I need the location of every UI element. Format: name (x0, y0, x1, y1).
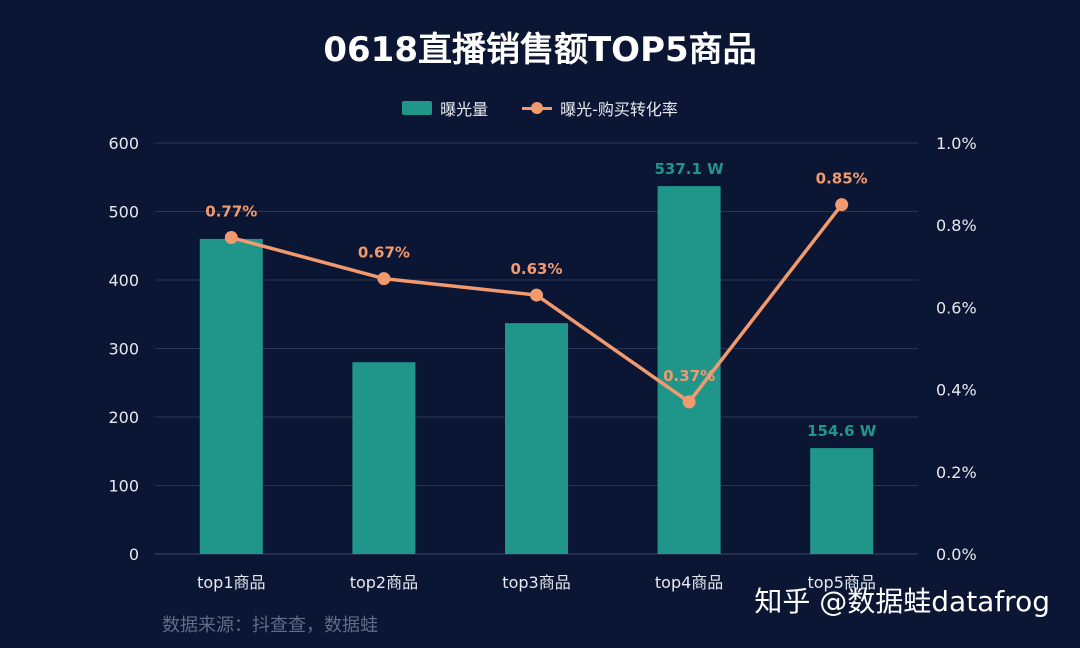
x-axis-tick-label: top1商品 (197, 573, 265, 592)
legend-item-line[interactable]: 曝光-购买转化率 (522, 96, 678, 120)
line-data-label: 0.67% (358, 244, 410, 262)
left-axis-tick-label: 200 (108, 408, 139, 427)
left-axis-tick-label: 600 (108, 134, 139, 153)
right-axis-tick-label: 0.2% (936, 463, 977, 482)
right-axis-tick-label: 0.6% (936, 298, 977, 317)
legend-line-label: 曝光-购买转化率 (560, 100, 678, 119)
left-axis-tick-label: 0 (129, 545, 139, 564)
bar-data-label: 154.6 W (807, 422, 877, 440)
right-axis-tick-label: 0.0% (936, 545, 977, 564)
left-axis-tick-label: 100 (108, 477, 139, 496)
line-data-label: 0.85% (816, 170, 868, 188)
legend-bar-label: 曝光量 (440, 100, 489, 119)
legend-bar-swatch (402, 101, 433, 115)
bar-data-label: 537.1 W (654, 160, 724, 178)
line-data-label: 0.77% (205, 203, 257, 221)
bar (199, 238, 263, 554)
line-point (377, 272, 391, 286)
x-axis-tick-label: top3商品 (502, 573, 570, 592)
bar (657, 186, 721, 555)
line-data-label: 0.63% (510, 260, 562, 278)
bar (352, 362, 416, 554)
right-axis-tick-label: 0.4% (936, 381, 977, 400)
chart-legend: 曝光量 曝光-购买转化率 (0, 96, 1080, 120)
line-point (682, 395, 696, 409)
legend-line-swatch (522, 101, 553, 115)
x-axis-tick-label: top5商品 (807, 573, 875, 592)
line-point (835, 198, 849, 212)
data-source-note: 数据来源：抖查查，数据蛙 (162, 615, 378, 636)
line-point (224, 231, 238, 245)
x-axis-tick-label: top4商品 (655, 573, 723, 592)
left-axis-tick-label: 300 (108, 340, 139, 359)
legend-item-bar[interactable]: 曝光量 (402, 96, 488, 120)
x-axis-tick-label: top2商品 (350, 573, 418, 592)
author-credit: 知乎 @数据蛙datafrog (754, 585, 1050, 618)
left-axis-tick-label: 500 (108, 203, 139, 222)
line-point (530, 288, 543, 302)
chart-title: 0618直播销售额TOP5商品 (323, 30, 757, 70)
bar (810, 448, 874, 554)
line-data-label: 0.37% (663, 367, 715, 385)
bar (505, 323, 568, 554)
right-axis-tick-label: 0.8% (936, 216, 977, 235)
left-axis-tick-label: 400 (108, 271, 139, 290)
right-axis-tick-label: 1.0% (936, 134, 977, 153)
